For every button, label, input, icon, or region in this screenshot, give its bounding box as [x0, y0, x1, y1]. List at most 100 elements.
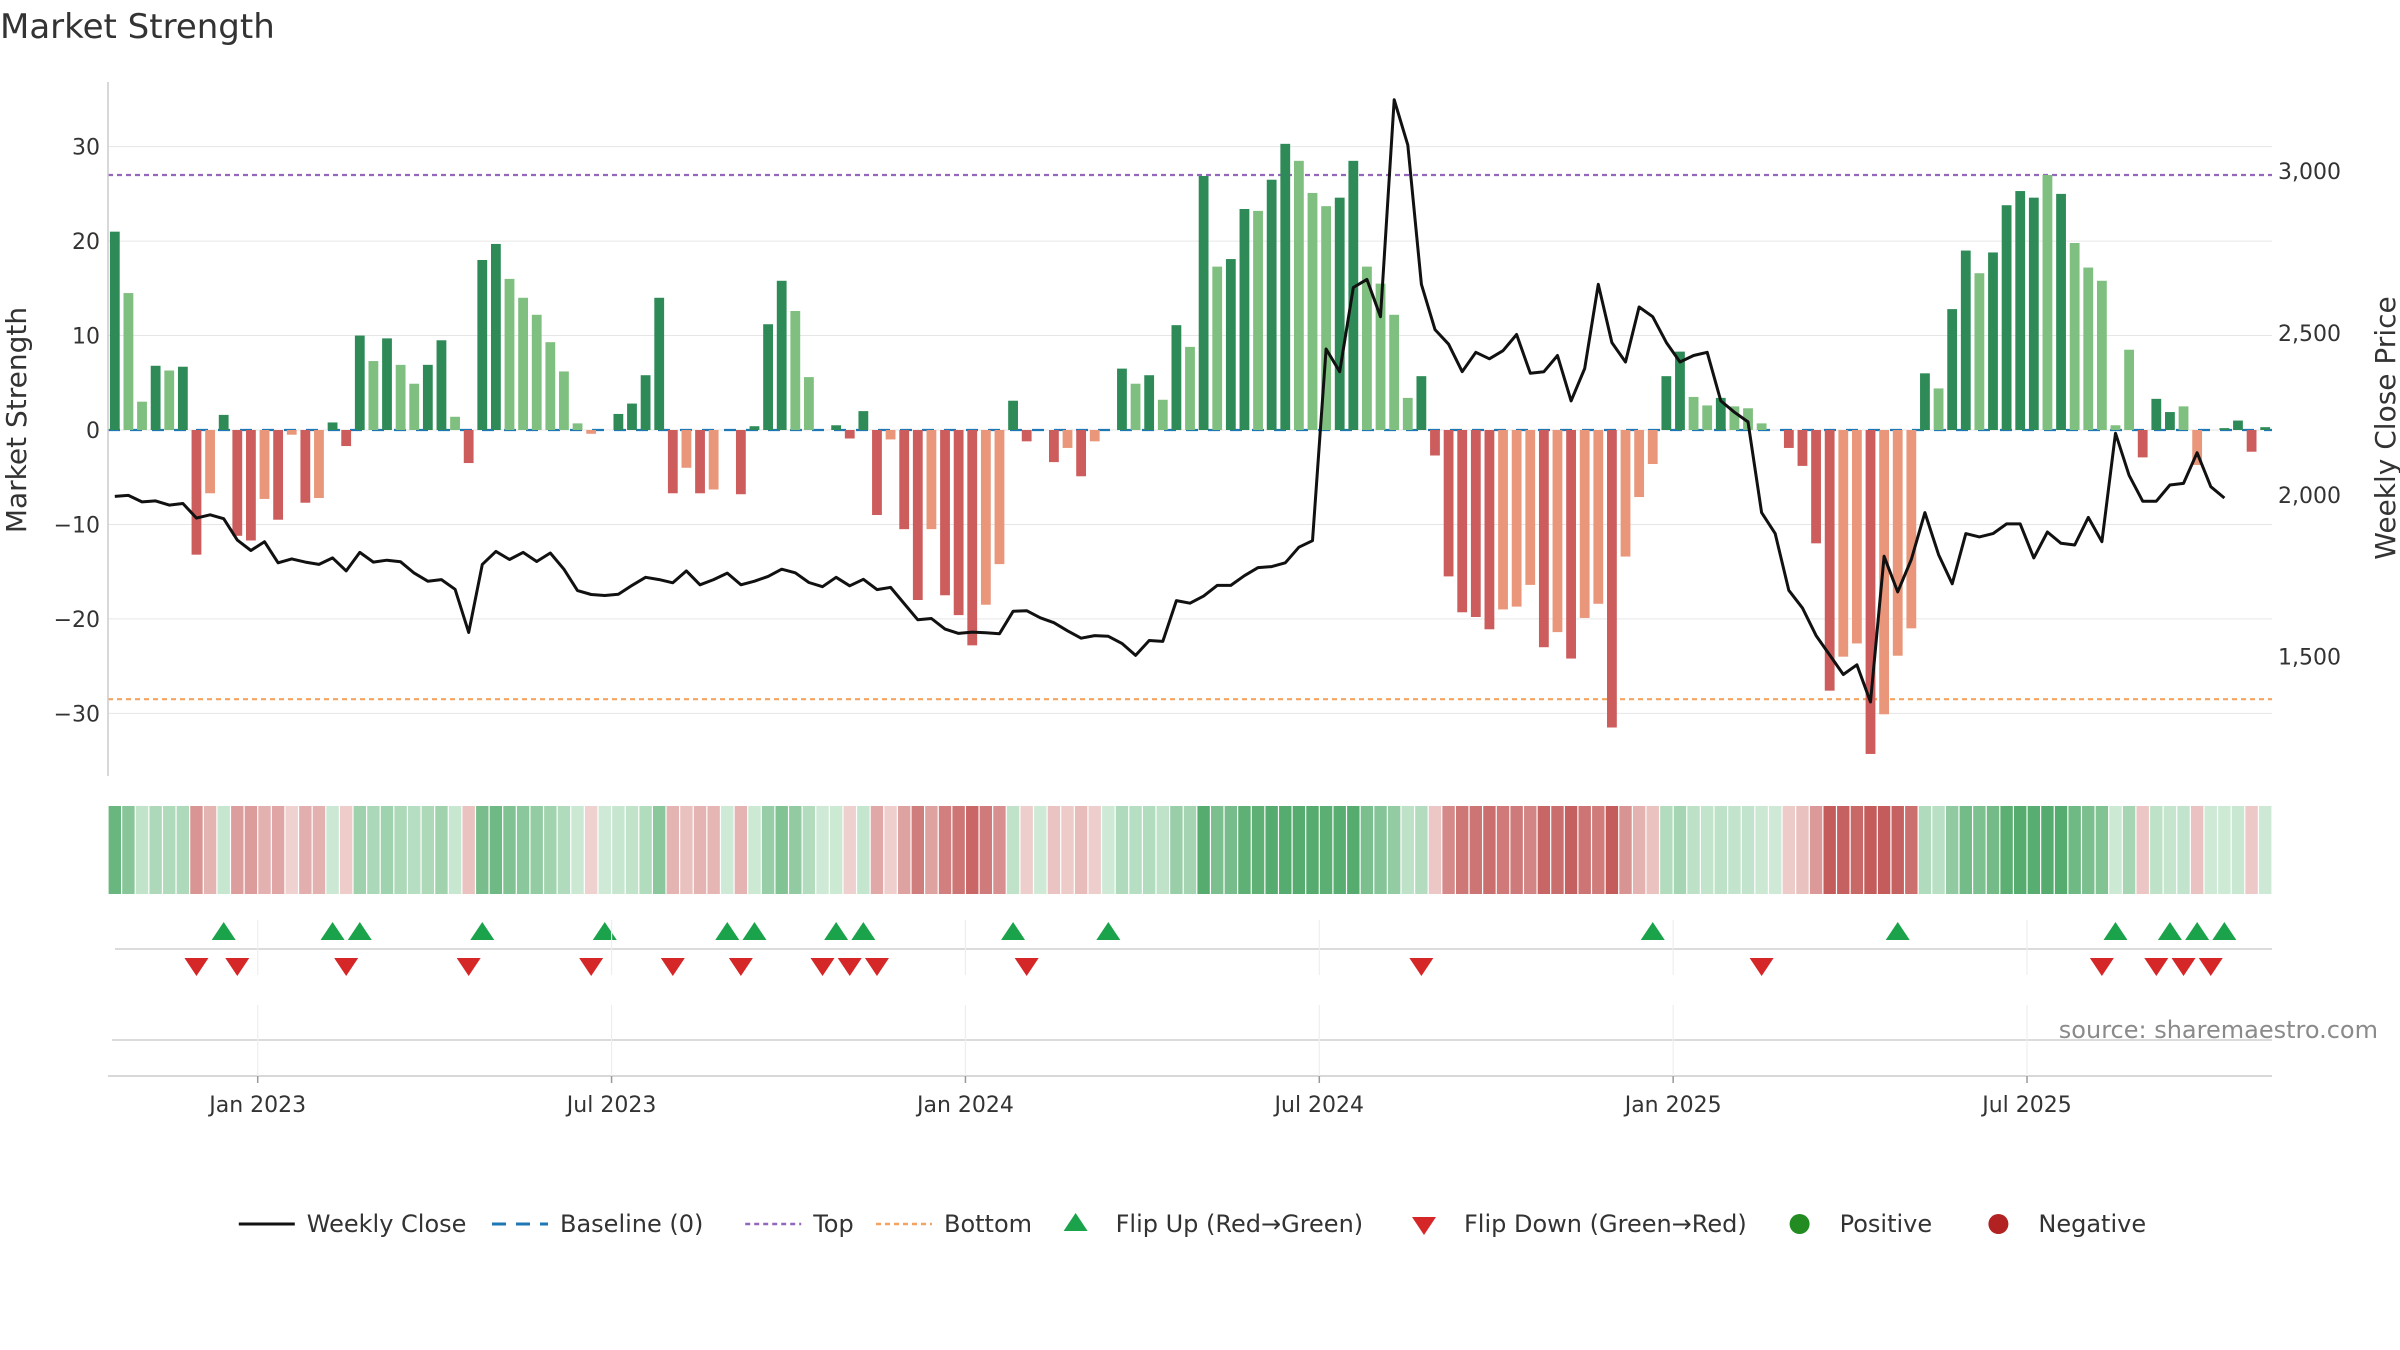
- strength-bar: [191, 430, 202, 555]
- chart-title: Market Strength: [0, 7, 275, 47]
- heat-cell: [2082, 806, 2095, 894]
- strength-bar: [980, 430, 991, 605]
- strength-bars: [109, 143, 2271, 754]
- strength-bar: [654, 297, 665, 430]
- strength-bar: [314, 430, 324, 498]
- heat-cell: [1551, 806, 1564, 894]
- heat-cell: [1224, 806, 1238, 894]
- heat-cell: [857, 806, 870, 894]
- flip-down-marker: [660, 958, 685, 976]
- strength-bar: [2042, 175, 2053, 430]
- strength-bar: [490, 243, 501, 430]
- heat-cell: [367, 806, 380, 894]
- y-tick-label: −30: [54, 702, 100, 727]
- strength-bar: [2001, 205, 2012, 430]
- heat-cell: [394, 806, 407, 894]
- heat-cell: [1578, 806, 1591, 894]
- legend-label: Positive: [1840, 1210, 1933, 1238]
- heat-cell: [1728, 806, 1741, 894]
- flip-up-marker: [2103, 922, 2128, 940]
- strength-bar: [1756, 423, 1767, 430]
- strength-bar: [450, 416, 460, 430]
- strength-bar: [1484, 430, 1495, 630]
- x-tick-label: Jan 2025: [1623, 1093, 1722, 1118]
- heat-cell: [1197, 806, 1210, 894]
- strength-bar: [2137, 430, 2148, 458]
- strength-bar: [1362, 266, 1372, 430]
- heat-cell: [693, 806, 707, 894]
- flip-down-marker: [2171, 958, 2196, 976]
- strength-bar: [368, 361, 379, 430]
- heat-cell: [584, 806, 598, 894]
- strength-bar: [1089, 430, 1100, 442]
- heat-cell: [571, 806, 584, 894]
- legend-item: Bottom: [876, 1210, 1032, 1238]
- strength-bar: [994, 430, 1005, 565]
- heat-cell: [163, 806, 176, 894]
- strength-bar: [1988, 252, 1998, 430]
- heat-cell: [544, 806, 557, 894]
- strength-bar: [504, 278, 515, 430]
- heat-cell: [530, 806, 543, 894]
- strength-bar: [1171, 325, 1182, 430]
- flip-up-marker: [347, 922, 372, 940]
- strength-bar: [1212, 266, 1223, 430]
- strength-bar: [1076, 430, 1087, 477]
- strength-bar: [2151, 398, 2162, 430]
- strength-bar: [1579, 430, 1590, 618]
- heat-cell: [299, 806, 312, 894]
- strength-bar: [708, 430, 719, 490]
- heat-cell: [2109, 806, 2122, 894]
- strength-bar: [2056, 193, 2066, 430]
- heat-cell: [1741, 806, 1755, 894]
- y-tick-label: 20: [72, 230, 100, 255]
- strength-bar: [341, 430, 352, 447]
- flip-down-marker: [864, 958, 889, 976]
- legend-label: Weekly Close: [307, 1210, 467, 1238]
- legend-item: Weekly Close: [238, 1210, 467, 1238]
- strength-bar: [150, 365, 161, 430]
- heat-cell: [843, 806, 856, 894]
- strength-bar: [1906, 430, 1917, 629]
- strength-bar: [2096, 280, 2107, 430]
- strength-bar: [1661, 376, 1672, 430]
- heat-cell: [149, 806, 162, 894]
- heat-cell: [339, 806, 353, 894]
- heat-cell: [612, 806, 625, 894]
- strength-bar: [1307, 192, 1318, 430]
- strength-bar: [205, 430, 215, 494]
- legend-label: Baseline (0): [560, 1210, 703, 1238]
- flip-down-marker: [456, 958, 481, 976]
- x-tick-label: Jan 2023: [207, 1093, 306, 1118]
- heat-cell: [2068, 806, 2081, 894]
- strength-bar: [1198, 175, 1209, 430]
- heat-cell: [625, 806, 639, 894]
- y2-tick-label: 3,000: [2278, 160, 2341, 185]
- heat-cell: [1510, 806, 1523, 894]
- heat-cell: [2204, 806, 2217, 894]
- strength-bar: [858, 411, 869, 430]
- heat-cell: [1660, 806, 1673, 894]
- legend-swatch-circle: [1789, 1214, 1810, 1234]
- heat-cell: [1374, 806, 1387, 894]
- reference-lines: [108, 173, 2272, 701]
- heat-cell: [135, 806, 149, 894]
- strength-bar: [422, 364, 433, 430]
- heat-cell: [1442, 806, 1455, 894]
- flip-up-marker: [1885, 922, 1910, 940]
- heat-cell: [870, 806, 884, 894]
- legend-label: Flip Up (Red→Green): [1116, 1210, 1364, 1238]
- heat-cell: [1142, 806, 1156, 894]
- flip-down-marker: [579, 958, 604, 976]
- strength-bar: [1566, 430, 1576, 659]
- strength-bar: [804, 377, 814, 430]
- strength-bar: [1552, 430, 1563, 633]
- flip-up-marker: [742, 922, 767, 940]
- heat-cell: [721, 806, 734, 894]
- heat-cell: [979, 806, 993, 894]
- strength-bar: [831, 425, 842, 430]
- strength-bar: [1634, 430, 1645, 498]
- strength-bar: [164, 370, 175, 430]
- flip-up-marker: [851, 922, 876, 940]
- heat-cell: [707, 806, 720, 894]
